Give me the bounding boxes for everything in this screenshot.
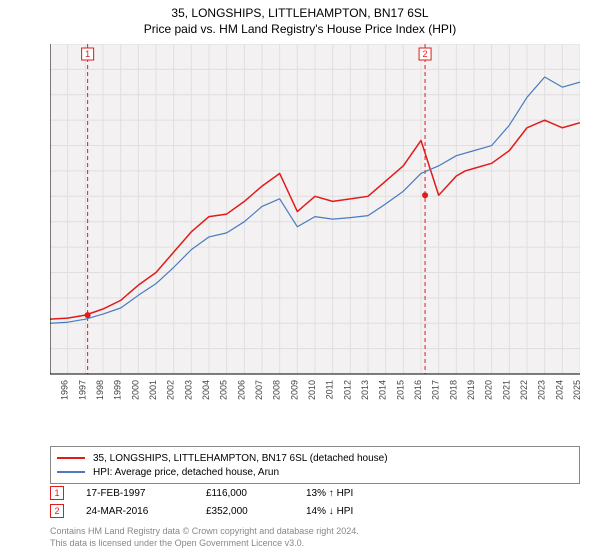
svg-text:2007: 2007 [254,380,264,400]
svg-text:2019: 2019 [466,380,476,400]
marker-date: 24-MAR-2016 [86,506,206,517]
markers-table: 1 17-FEB-1997 £116,000 13% ↑ HPI 2 24-MA… [50,484,580,520]
svg-text:2015: 2015 [395,380,405,400]
marker-badge: 2 [50,504,64,518]
footnote-line: Contains HM Land Registry data © Crown c… [50,526,580,538]
svg-text:2022: 2022 [519,380,529,400]
marker-price: £116,000 [206,488,306,499]
legend-item-hpi: HPI: Average price, detached house, Arun [57,465,573,479]
svg-text:2023: 2023 [537,380,547,400]
marker-price: £352,000 [206,506,306,517]
svg-text:2: 2 [423,49,428,59]
svg-text:2003: 2003 [183,380,193,400]
chart-container: 35, LONGSHIPS, LITTLEHAMPTON, BN17 6SL P… [0,0,600,560]
footnote: Contains HM Land Registry data © Crown c… [50,526,580,549]
svg-text:2002: 2002 [166,380,176,400]
marker-date: 17-FEB-1997 [86,488,206,499]
svg-text:1999: 1999 [113,380,123,400]
footnote-line: This data is licensed under the Open Gov… [50,538,580,550]
svg-text:2014: 2014 [378,380,388,400]
svg-text:2005: 2005 [219,380,229,400]
title-address: 35, LONGSHIPS, LITTLEHAMPTON, BN17 6SL [0,6,600,20]
svg-text:2021: 2021 [501,380,511,400]
svg-text:2024: 2024 [554,380,564,400]
legend: 35, LONGSHIPS, LITTLEHAMPTON, BN17 6SL (… [50,446,580,484]
svg-text:2001: 2001 [148,380,158,400]
svg-text:2009: 2009 [289,380,299,400]
svg-text:2018: 2018 [448,380,458,400]
legend-swatch [57,457,85,459]
svg-text:2012: 2012 [342,380,352,400]
marker-row: 1 17-FEB-1997 £116,000 13% ↑ HPI [50,484,580,502]
svg-text:2006: 2006 [236,380,246,400]
svg-text:2010: 2010 [307,380,317,400]
svg-text:2017: 2017 [431,380,441,400]
legend-swatch [57,471,85,473]
svg-text:2013: 2013 [360,380,370,400]
svg-text:2011: 2011 [325,380,335,399]
marker-badge: 1 [50,486,64,500]
title-block: 35, LONGSHIPS, LITTLEHAMPTON, BN17 6SL P… [0,0,600,36]
legend-label: HPI: Average price, detached house, Arun [93,467,279,478]
legend-item-price-paid: 35, LONGSHIPS, LITTLEHAMPTON, BN17 6SL (… [57,451,573,465]
legend-label: 35, LONGSHIPS, LITTLEHAMPTON, BN17 6SL (… [93,453,388,464]
title-subtitle: Price paid vs. HM Land Registry's House … [0,22,600,36]
svg-text:1: 1 [85,49,90,59]
svg-text:2025: 2025 [572,380,580,400]
svg-text:1997: 1997 [77,380,87,400]
svg-text:1995: 1995 [50,380,52,400]
svg-text:1998: 1998 [95,380,105,400]
svg-text:2000: 2000 [130,380,140,400]
svg-text:1996: 1996 [60,380,70,400]
marker-row: 2 24-MAR-2016 £352,000 14% ↓ HPI [50,502,580,520]
line-chart: £0£50K£100K£150K£200K£250K£300K£350K£400… [50,44,580,404]
marker-change: 14% ↓ HPI [306,506,406,517]
svg-text:2020: 2020 [484,380,494,400]
svg-text:2008: 2008 [272,380,282,400]
svg-text:2016: 2016 [413,380,423,400]
marker-change: 13% ↑ HPI [306,488,406,499]
svg-text:2004: 2004 [201,380,211,400]
